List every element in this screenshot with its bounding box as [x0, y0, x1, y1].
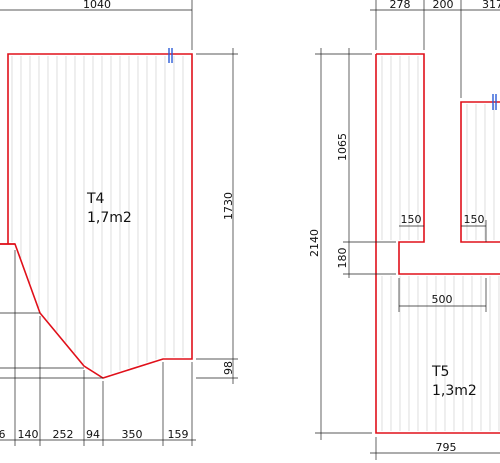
t5-label: T5 [431, 364, 449, 380]
t5-dim-bar: 500 [398, 278, 487, 312]
t4-dim-b1: 140 [18, 428, 39, 441]
panel-t5: 278 200 317 2140 1065 180 150 150 [308, 0, 500, 460]
t5-dim-top: 278 200 317 [370, 0, 500, 98]
t5-grip-icon [492, 94, 497, 110]
t4-area: 1,7m2 [87, 210, 132, 226]
t4-dim-b3: 94 [86, 428, 100, 441]
t4-grip-icon [168, 48, 173, 63]
t4-label: T4 [86, 191, 105, 207]
t5-dim-left-flange: 150 [401, 213, 422, 226]
t5-dim-bottom: 795 [370, 437, 500, 460]
t4-dim-b4: 350 [122, 428, 143, 441]
t4-dim-b5: 159 [168, 428, 189, 441]
t5-dim-bar-label: 500 [432, 293, 453, 306]
t5-dim-height-label: 2140 [308, 229, 321, 257]
t5-dim-top2: 200 [433, 0, 454, 11]
t5-dim-height: 2140 [308, 48, 372, 440]
t5-outline-lower [375, 54, 500, 434]
t5-outline-right [460, 101, 500, 243]
t5-area: 1,3m2 [432, 383, 477, 399]
t5-dim-top3: 317 [482, 0, 500, 11]
panel-t4: 1040 1730 98 6 140 252 94 35 [0, 0, 238, 446]
t5-dim-lip-label: 180 [336, 248, 349, 269]
t4-dim-right-label: 1730 [222, 192, 235, 220]
t5-dim-upper-label: 1065 [336, 133, 349, 161]
t5-dim-bottom-label: 795 [436, 441, 457, 454]
t5-dim-right-flange: 150 [464, 213, 485, 226]
t4-dim-right-small-label: 98 [222, 361, 235, 375]
t5-outline [376, 53, 500, 275]
t4-dim-b2: 252 [53, 428, 74, 441]
t5-hatch-lines [381, 56, 500, 431]
t4-dim-right: 1730 98 [196, 48, 238, 384]
t4-hatch-lines [11, 56, 184, 376]
t5-dim-top1: 278 [390, 0, 411, 11]
t5-dim-flanges: 150 150 [399, 213, 487, 242]
t5-dim-upper: 1065 180 [336, 48, 396, 278]
t4-outline [0, 53, 193, 379]
t4-dim-bottom: 6 140 252 94 350 159 [0, 250, 196, 446]
t4-dim-top: 1040 [0, 0, 193, 50]
t4-dim-top-label: 1040 [83, 0, 111, 11]
t4-dim-b0: 6 [0, 428, 6, 441]
